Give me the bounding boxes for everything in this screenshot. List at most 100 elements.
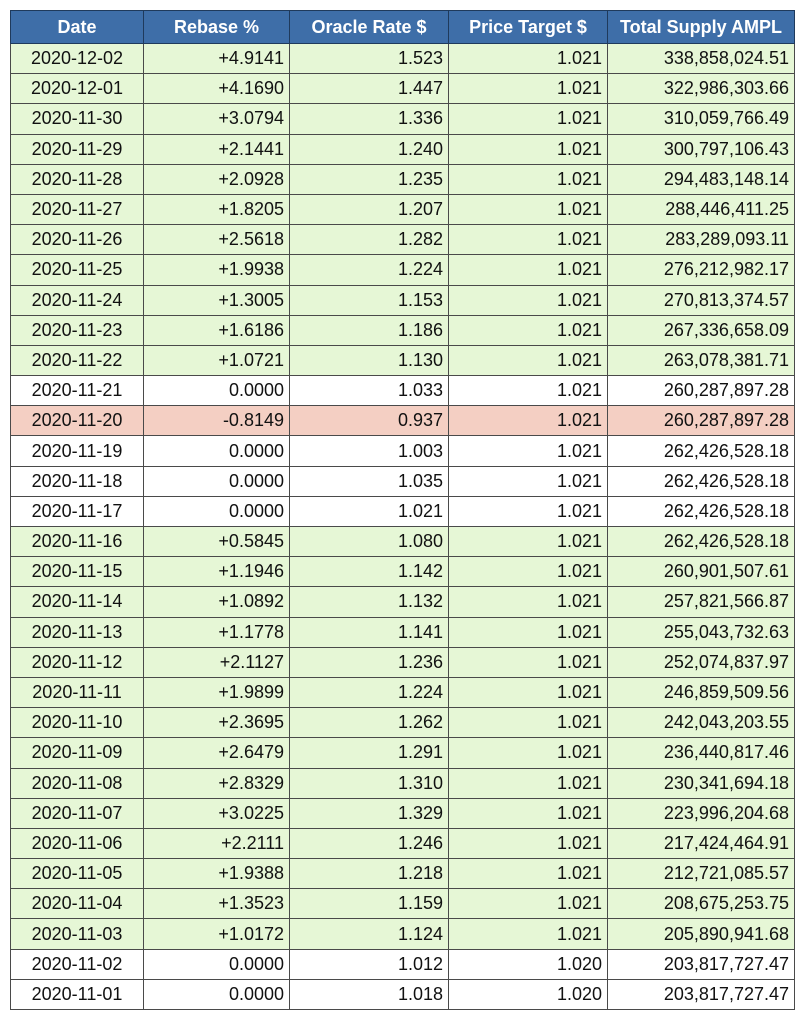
- price-target-cell: 1.021: [448, 224, 608, 256]
- date-cell: 2020-11-10: [10, 707, 144, 739]
- price-target-cell: 1.020: [448, 978, 608, 1011]
- date-cell: 2020-11-14: [10, 586, 144, 618]
- total-supply-cell: 230,341,694.18: [607, 767, 795, 799]
- price-target-cell: 1.021: [448, 888, 608, 920]
- rebase-percent-cell: +1.1778: [143, 616, 290, 648]
- table-row: 2020-11-08 +2.8329 1.310 1.021 230,341,694.1…: [10, 767, 795, 799]
- oracle-rate-cell: 1.141: [289, 616, 449, 648]
- price-target-cell: 1.021: [448, 525, 608, 558]
- column-header-date: Date: [10, 10, 144, 44]
- date-cell: 2020-11-15: [10, 556, 144, 588]
- price-target-cell: 1.021: [448, 827, 608, 860]
- total-supply-cell: 208,675,253.75: [607, 888, 795, 920]
- date-cell: 2020-11-04: [10, 888, 144, 920]
- rebase-percent-cell: -0.8149: [143, 405, 290, 437]
- table-row: 2020-11-11 +1.9899 1.224 1.021 246,859,509.5…: [10, 676, 795, 709]
- date-cell: 2020-11-02: [10, 948, 144, 980]
- rebase-percent-cell: +1.9938: [143, 254, 290, 286]
- total-supply-cell: 262,426,528.18: [607, 465, 795, 497]
- oracle-rate-cell: 1.329: [289, 797, 449, 829]
- total-supply-cell: 260,287,897.28: [607, 405, 795, 437]
- table-row: 2020-11-03 +1.0172 1.124 1.021 205,890,941.6…: [10, 918, 795, 950]
- table-header-row: Date Rebase % Oracle Rate $ Price Target…: [10, 10, 795, 44]
- table-row: 2020-11-04 +1.3523 1.159 1.021 208,675,253.7…: [10, 888, 795, 920]
- total-supply-cell: 267,336,658.09: [607, 314, 795, 346]
- rebase-percent-cell: +4.9141: [143, 42, 290, 75]
- oracle-rate-cell: 1.021: [289, 495, 449, 528]
- table-row: 2020-11-17 0.0000 1.021 1.021 262,426,528.18: [10, 495, 795, 528]
- date-cell: 2020-11-23: [10, 314, 144, 346]
- date-cell: 2020-11-20: [10, 405, 144, 437]
- total-supply-cell: 212,721,085.57: [607, 858, 795, 890]
- date-cell: 2020-11-29: [10, 133, 144, 165]
- table-body: 2020-12-02 +4.9141 1.523 1.021 338,858,024.5…: [10, 42, 795, 1011]
- rebase-percent-cell: 0.0000: [143, 978, 290, 1011]
- price-target-cell: 1.021: [448, 435, 608, 467]
- table-row: 2020-11-02 0.0000 1.012 1.020 203,817,727.47: [10, 948, 795, 980]
- rebase-percent-cell: +2.0928: [143, 163, 290, 195]
- date-cell: 2020-11-16: [10, 525, 144, 558]
- date-cell: 2020-11-21: [10, 375, 144, 407]
- date-cell: 2020-11-13: [10, 616, 144, 648]
- oracle-rate-cell: 1.224: [289, 676, 449, 709]
- table-row: 2020-11-09 +2.6479 1.291 1.021 236,440,817.4…: [10, 737, 795, 769]
- oracle-rate-cell: 1.262: [289, 707, 449, 739]
- rebase-percent-cell: +2.1441: [143, 133, 290, 165]
- price-target-cell: 1.021: [448, 646, 608, 678]
- oracle-rate-cell: 1.142: [289, 556, 449, 588]
- total-supply-cell: 294,483,148.14: [607, 163, 795, 195]
- rebase-percent-cell: 0.0000: [143, 495, 290, 528]
- total-supply-cell: 223,996,204.68: [607, 797, 795, 829]
- rebase-percent-cell: +1.9899: [143, 676, 290, 709]
- table-row: 2020-11-24 +1.3005 1.153 1.021 270,813,374.5…: [10, 284, 795, 316]
- total-supply-cell: 262,426,528.18: [607, 435, 795, 467]
- date-cell: 2020-11-27: [10, 193, 144, 226]
- total-supply-cell: 255,043,732.63: [607, 616, 795, 648]
- rebase-percent-cell: +1.0172: [143, 918, 290, 950]
- date-cell: 2020-11-11: [10, 676, 144, 709]
- total-supply-cell: 300,797,106.43: [607, 133, 795, 165]
- price-target-cell: 1.021: [448, 375, 608, 407]
- total-supply-cell: 236,440,817.46: [607, 737, 795, 769]
- price-target-cell: 1.021: [448, 284, 608, 316]
- price-target-cell: 1.021: [448, 586, 608, 618]
- rebase-percent-cell: +1.6186: [143, 314, 290, 346]
- rebase-percent-cell: +2.5618: [143, 224, 290, 256]
- price-target-cell: 1.021: [448, 918, 608, 950]
- total-supply-cell: 310,059,766.49: [607, 103, 795, 135]
- oracle-rate-cell: 1.218: [289, 858, 449, 890]
- total-supply-cell: 217,424,464.91: [607, 827, 795, 860]
- total-supply-cell: 276,212,982.17: [607, 254, 795, 286]
- rebase-percent-cell: +1.9388: [143, 858, 290, 890]
- date-cell: 2020-11-18: [10, 465, 144, 497]
- price-target-cell: 1.021: [448, 73, 608, 105]
- price-target-cell: 1.021: [448, 676, 608, 709]
- rebase-percent-cell: +3.0225: [143, 797, 290, 829]
- rebase-percent-cell: 0.0000: [143, 465, 290, 497]
- price-target-cell: 1.021: [448, 767, 608, 799]
- price-target-cell: 1.021: [448, 616, 608, 648]
- total-supply-cell: 242,043,203.55: [607, 707, 795, 739]
- date-cell: 2020-11-01: [10, 978, 144, 1011]
- rebase-percent-cell: 0.0000: [143, 375, 290, 407]
- table-row: 2020-11-13 +1.1778 1.141 1.021 255,043,732.6…: [10, 616, 795, 648]
- price-target-cell: 1.021: [448, 103, 608, 135]
- rebase-percent-cell: +1.0892: [143, 586, 290, 618]
- total-supply-cell: 322,986,303.66: [607, 73, 795, 105]
- price-target-cell: 1.020: [448, 948, 608, 980]
- price-target-cell: 1.021: [448, 858, 608, 890]
- table-row: 2020-11-10 +2.3695 1.262 1.021 242,043,203.5…: [10, 707, 795, 739]
- total-supply-cell: 260,287,897.28: [607, 375, 795, 407]
- oracle-rate-cell: 1.523: [289, 42, 449, 75]
- rebase-percent-cell: +1.3005: [143, 284, 290, 316]
- price-target-cell: 1.021: [448, 465, 608, 497]
- oracle-rate-cell: 1.240: [289, 133, 449, 165]
- column-header-oracle-rate: Oracle Rate $: [289, 10, 449, 44]
- price-target-cell: 1.021: [448, 42, 608, 75]
- oracle-rate-cell: 1.291: [289, 737, 449, 769]
- column-header-price-target: Price Target $: [448, 10, 608, 44]
- total-supply-cell: 252,074,837.97: [607, 646, 795, 678]
- oracle-rate-cell: 1.186: [289, 314, 449, 346]
- date-cell: 2020-11-30: [10, 103, 144, 135]
- total-supply-cell: 257,821,566.87: [607, 586, 795, 618]
